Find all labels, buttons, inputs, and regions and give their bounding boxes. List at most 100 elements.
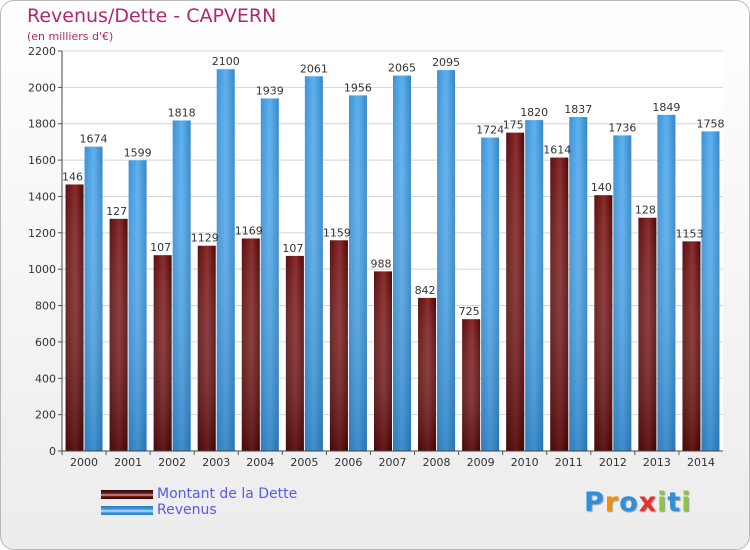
x-tick-label: 2008 — [423, 456, 451, 469]
logo-letter: x — [638, 487, 658, 518]
bar-shade-revenue — [481, 137, 500, 451]
data-label-revenue: 1820 — [520, 106, 548, 119]
y-tick-label: 0 — [49, 445, 56, 458]
bar-shade-revenue — [216, 69, 235, 451]
data-label-revenue: 1849 — [652, 101, 680, 114]
bar-shade-revenue — [348, 95, 367, 451]
data-label-revenue: 1599 — [124, 146, 152, 159]
bar-shade-revenue — [304, 76, 323, 451]
y-tick-label: 1800 — [28, 118, 56, 131]
x-tick-label: 2007 — [379, 456, 407, 469]
bar-shade-debt — [506, 132, 525, 452]
bar-shade-debt — [682, 241, 701, 451]
bar-shade-revenue — [657, 114, 676, 452]
bar-shade-debt — [285, 255, 304, 451]
y-tick-label: 1000 — [28, 263, 56, 276]
bar-shade-debt — [374, 271, 392, 451]
y-tick-label: 1400 — [28, 190, 56, 203]
bar-shade-revenue — [437, 70, 456, 451]
x-tick-label: 2009 — [467, 456, 495, 469]
data-label-revenue: 1758 — [696, 117, 724, 130]
y-tick-label: 1200 — [28, 227, 56, 240]
chart-subtitle: (en milliers d'€) — [27, 30, 114, 43]
gridlines — [62, 50, 723, 452]
y-tick-label: 2200 — [28, 45, 56, 58]
bar-shade-debt — [418, 297, 437, 451]
bar-shade-revenue — [260, 98, 279, 452]
data-label-revenue: 1837 — [564, 103, 592, 116]
x-tick-label: 2005 — [290, 456, 318, 469]
data-label-debt: 1129 — [191, 232, 219, 245]
y-tick-label: 200 — [35, 409, 56, 422]
data-label-revenue: 2065 — [388, 62, 416, 75]
bar-shade-debt — [109, 218, 128, 451]
legend-label-debt: Montant de la Dette — [157, 486, 298, 502]
bar-shade-revenue — [172, 120, 191, 452]
x-tick-label: 2013 — [643, 456, 671, 469]
data-label-debt: 1614 — [543, 144, 571, 157]
data-label-revenue: 1818 — [168, 106, 196, 119]
bar-shade-debt — [329, 240, 348, 451]
x-tick-label: 2010 — [511, 456, 539, 469]
x-tick-label: 2000 — [70, 456, 98, 469]
x-tick-label: 2006 — [334, 456, 362, 469]
data-label-debt: 1159 — [323, 226, 351, 239]
data-label-revenue: 1674 — [80, 133, 108, 146]
x-tick-label: 2011 — [555, 456, 583, 469]
x-tick-label: 2002 — [158, 456, 186, 469]
y-tick-label: 2000 — [28, 81, 56, 94]
bar-shade-revenue — [84, 146, 103, 452]
data-label-revenue: 1724 — [476, 124, 504, 137]
logo-letter: P — [584, 487, 605, 518]
bar-shade-debt — [65, 184, 84, 452]
bar-shade-revenue — [701, 131, 720, 451]
y-tick-label: 600 — [35, 336, 56, 349]
bars — [65, 69, 720, 452]
data-label-debt: 725 — [459, 305, 480, 318]
bar-shade-debt — [550, 157, 569, 451]
x-tick-label: 2004 — [246, 456, 274, 469]
data-label-debt: 107 — [282, 242, 303, 255]
data-label-revenue: 1736 — [608, 121, 636, 134]
bar-shade-debt — [241, 238, 260, 451]
y-tick-label: 800 — [35, 300, 56, 313]
data-labels: 146 1674 127 1599 107 1818 1129 2100 1169 1939 107… — [62, 55, 724, 318]
x-tick-label: 2003 — [202, 456, 230, 469]
data-label-debt: 1153 — [675, 227, 703, 240]
x-tick-label: 2012 — [599, 456, 627, 469]
data-label-revenue: 2061 — [300, 62, 328, 75]
data-label-revenue: 1956 — [344, 81, 372, 94]
plot-area — [62, 51, 723, 451]
x-tick-label: 2001 — [114, 456, 142, 469]
data-label-revenue: 2100 — [212, 55, 240, 68]
bar-shade-revenue — [128, 160, 147, 452]
data-label-revenue: 2095 — [432, 56, 460, 69]
data-label-revenue: 1939 — [256, 84, 284, 97]
logo-letter: i — [657, 487, 668, 518]
axes: 0 200 400 600 800 1000 1200 1400 1600 1800 2000 220… — [28, 45, 723, 469]
bar-shade-debt — [594, 195, 613, 451]
data-label-debt: 146 — [62, 170, 83, 183]
legend-swatch-revenue — [101, 506, 153, 515]
bar-shade-revenue — [613, 135, 632, 451]
logo-letter: t — [667, 487, 682, 518]
data-label-debt: 1169 — [235, 224, 263, 237]
bar-shade-revenue — [393, 75, 411, 451]
legend-swatch-debt — [101, 490, 153, 499]
data-label-debt: 988 — [371, 257, 392, 270]
data-label-debt: 140 — [591, 181, 612, 194]
data-label-debt: 107 — [150, 241, 171, 254]
y-tick-label: 1600 — [28, 154, 56, 167]
data-label-debt: 128 — [635, 204, 656, 217]
bar-shade-debt — [462, 319, 481, 451]
proxiti-logo: Proxiti — [584, 487, 692, 518]
legend-label-revenue: Revenus — [157, 502, 217, 518]
y-tick-label: 400 — [35, 372, 56, 385]
bar-shade-debt — [197, 245, 216, 451]
data-label-debt: 127 — [106, 205, 127, 218]
bar-shade-debt — [153, 255, 172, 451]
bar-shade-revenue — [525, 120, 544, 451]
data-label-debt: 175 — [503, 119, 524, 132]
